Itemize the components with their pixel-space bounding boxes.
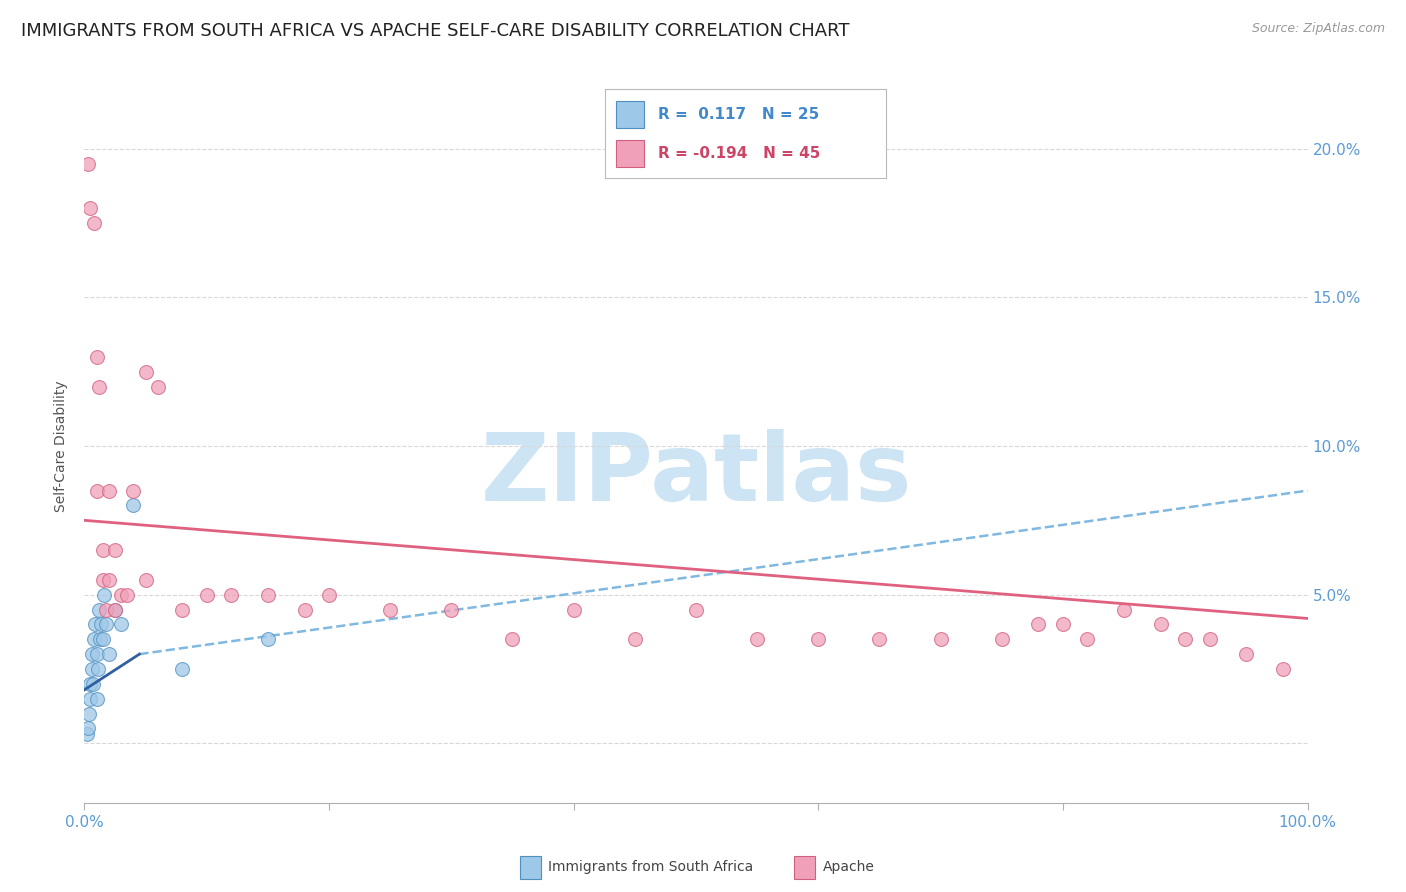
Point [1028,617,1050,632]
Point [991,632,1014,647]
Point [1052,617,1074,632]
Point [77,722,100,736]
Text: IMMIGRANTS FROM SOUTH AFRICA VS APACHE SELF-CARE DISABILITY CORRELATION CHART: IMMIGRANTS FROM SOUTH AFRICA VS APACHE S… [21,22,849,40]
Bar [616,140,644,167]
Point [86,647,108,661]
Point [1236,647,1258,661]
Point [440,602,463,616]
Point [76,727,98,741]
Point [80,662,103,676]
Point [380,602,402,616]
Point [91,543,114,558]
Point [172,602,194,616]
Point [87,379,110,393]
Point [83,216,105,230]
Text: Immigrants from South Africa: Immigrants from South Africa [548,860,754,874]
Point [1198,632,1220,647]
Point [97,483,120,498]
Point [83,632,105,647]
Point [110,588,132,602]
Point [294,602,316,616]
Text: R =  0.117   N = 25: R = 0.117 N = 25 [658,107,820,121]
Point [1150,617,1173,632]
Point [502,632,524,647]
Point [91,632,114,647]
Point [219,588,242,602]
Point [135,365,157,379]
Bar [616,101,644,128]
Point [86,691,108,706]
Point [96,617,118,632]
Point [91,573,114,587]
Point [86,483,108,498]
Point [146,379,169,393]
Point [79,691,101,706]
Point [624,632,647,647]
Point [93,588,115,602]
Point [1076,632,1098,647]
Point [807,632,830,647]
Point [79,201,101,215]
Point [869,632,891,647]
Point [104,602,127,616]
Point [318,588,340,602]
Point [97,647,120,661]
Point [80,647,103,661]
Point [90,617,112,632]
Text: Source: ZipAtlas.com: Source: ZipAtlas.com [1251,22,1385,36]
Point [104,602,127,616]
Point [77,706,100,721]
Point [77,156,100,170]
Point [84,617,107,632]
Point [87,662,110,676]
Point [86,350,108,364]
Point [929,632,952,647]
Point [89,632,111,647]
Point [135,573,157,587]
Point [122,499,145,513]
Text: R = -0.194   N = 45: R = -0.194 N = 45 [658,146,820,161]
Point [79,677,101,691]
Point [685,602,707,616]
Point [115,588,138,602]
Y-axis label: Self-Care Disability: Self-Care Disability [53,380,67,512]
Point [104,543,127,558]
Text: ZIPatlas: ZIPatlas [481,428,911,521]
Point [96,602,118,616]
Point [195,588,218,602]
Point [257,588,280,602]
Point [562,602,585,616]
Text: Apache: Apache [823,860,875,874]
Point [1114,602,1136,616]
Point [122,483,145,498]
Point [110,617,132,632]
Point [257,632,280,647]
Point [172,662,194,676]
Point [1272,662,1295,676]
Point [87,602,110,616]
Point [97,573,120,587]
Point [1174,632,1197,647]
Point [82,677,104,691]
Point [747,632,769,647]
